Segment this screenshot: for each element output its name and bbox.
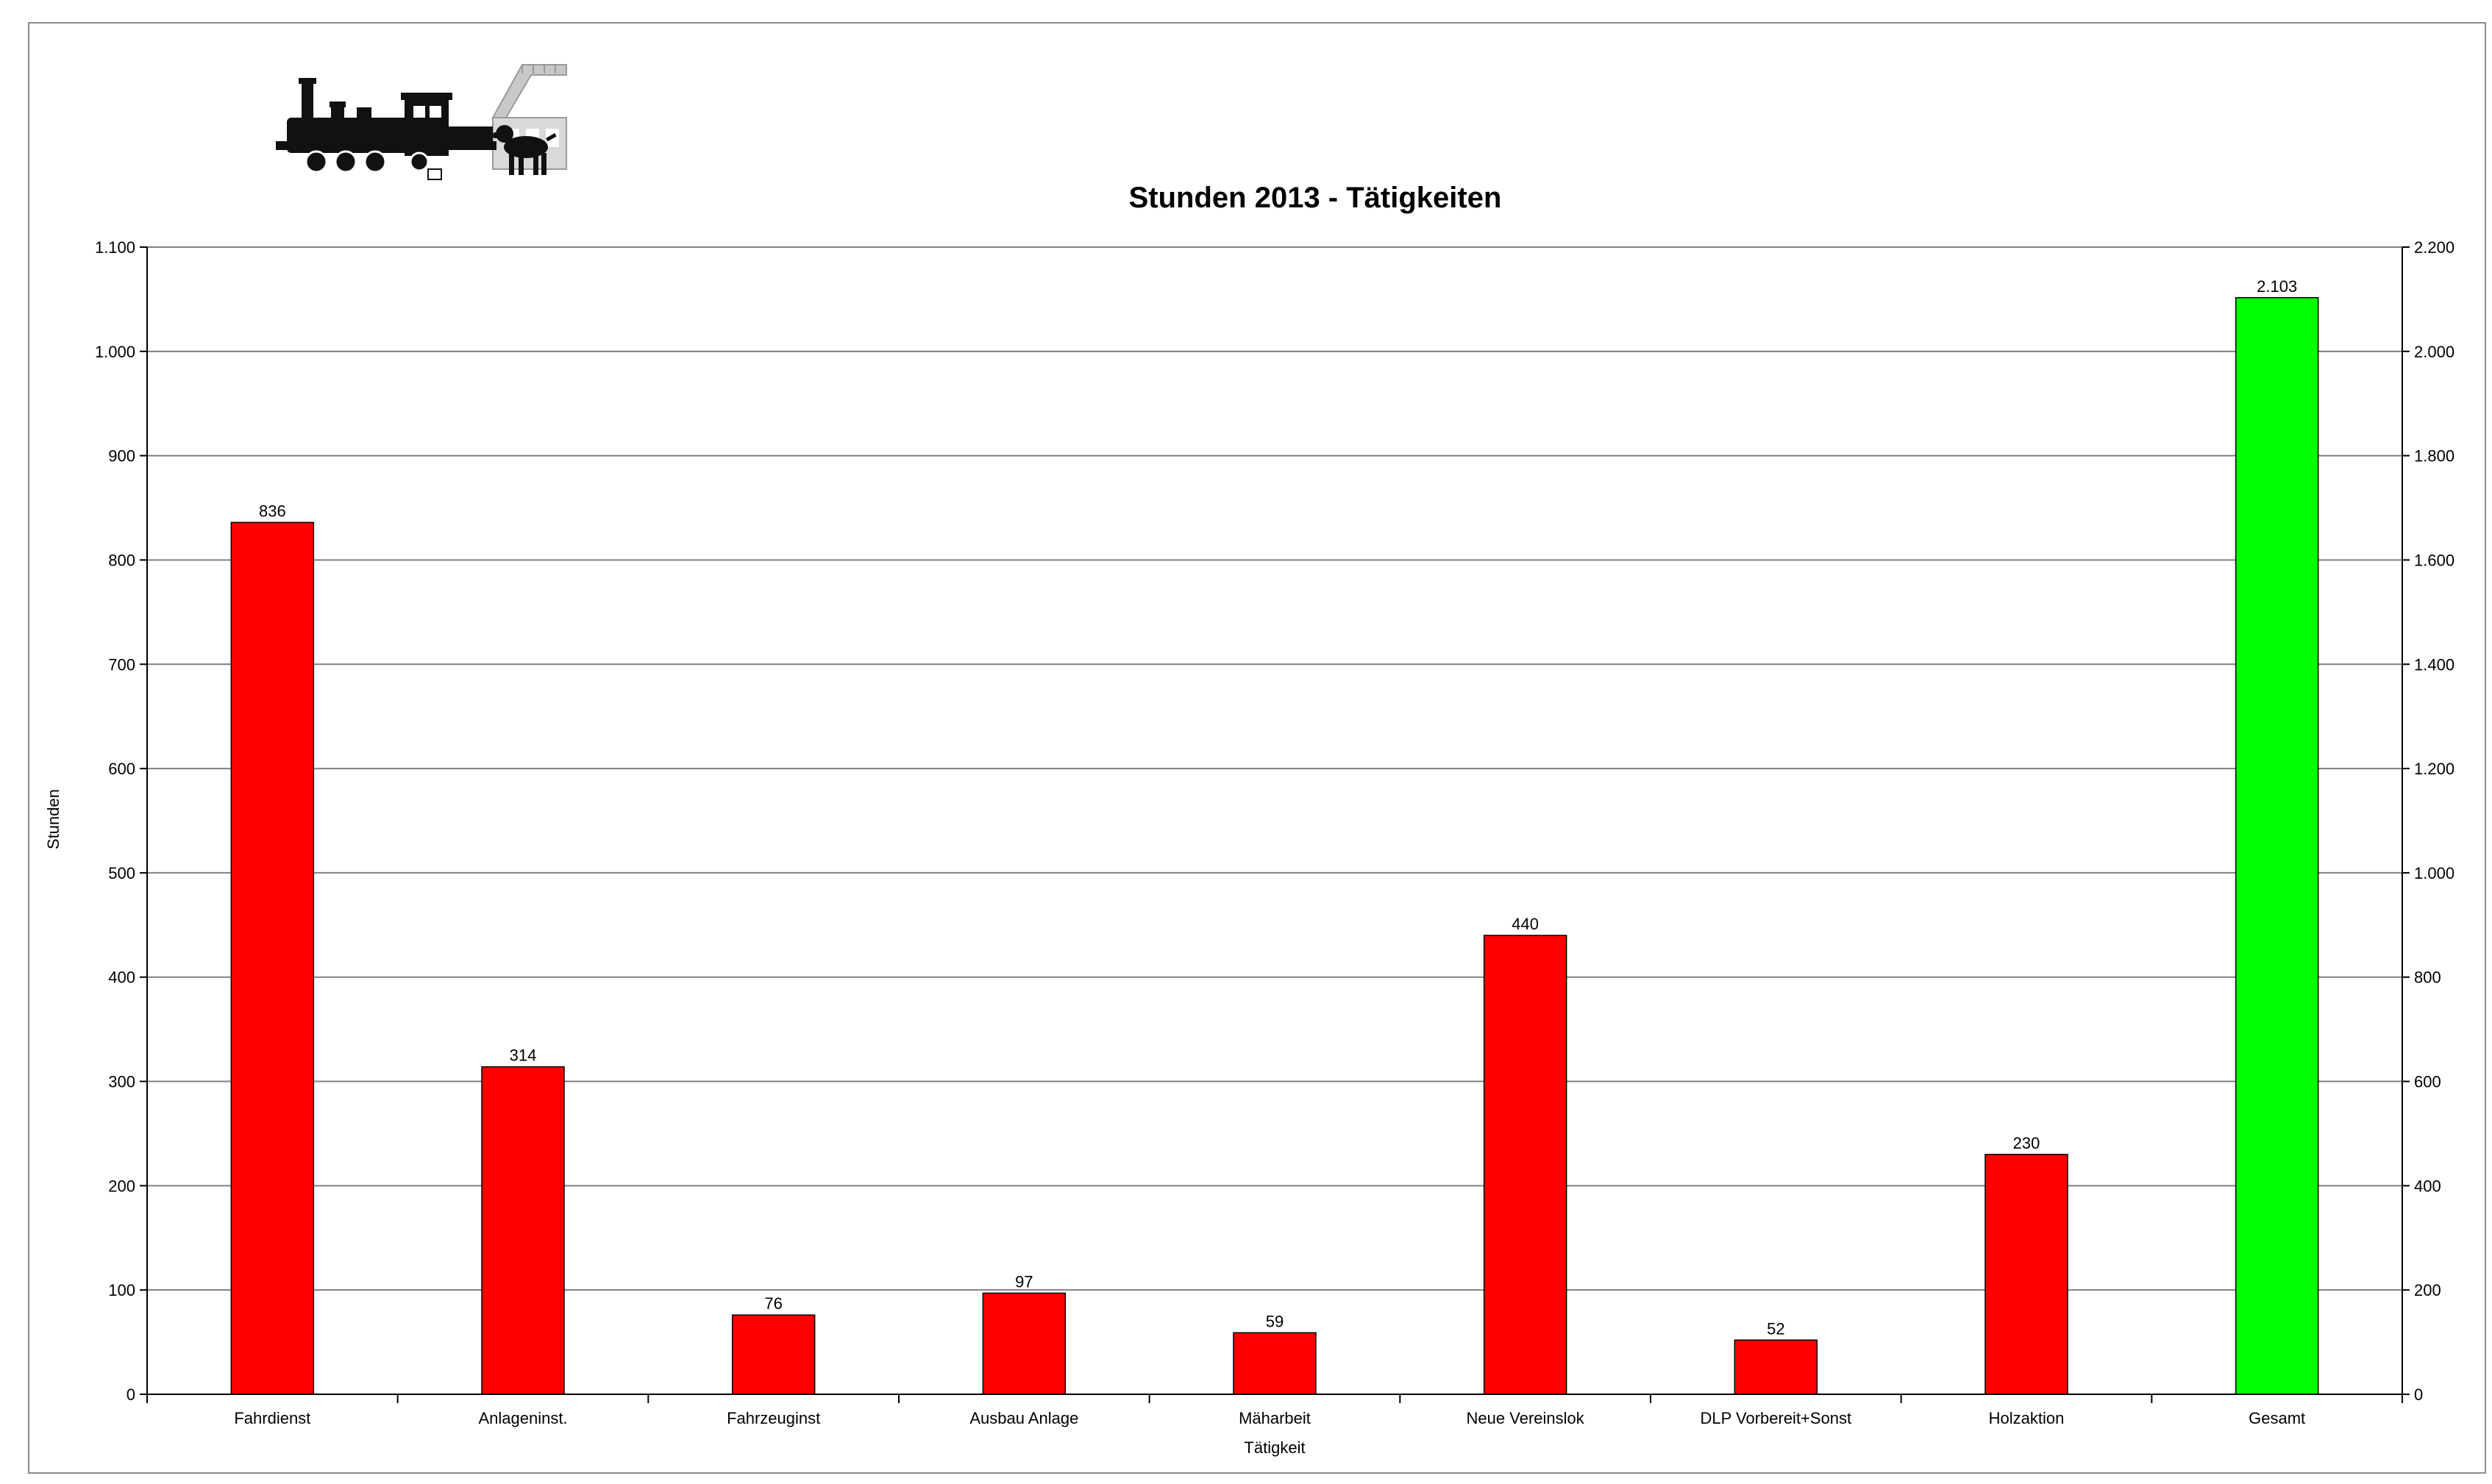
x-tick-label: Holzaktion [1989,1409,2065,1427]
y2-tick-label: 600 [2414,1073,2441,1091]
y2-tick-label: 1.400 [2414,655,2454,674]
steam-locomotive-and-dog-icon [276,64,567,180]
y-tick-label: 300 [108,1073,135,1091]
data-label: 2.103 [2257,277,2297,296]
bar [230,521,315,1395]
y2-tick-label: 0 [2414,1385,2423,1404]
y2-tick-label: 1.800 [2414,447,2454,465]
bar [982,1292,1067,1395]
data-label: 836 [259,502,286,520]
y-axis-label: Stunden [44,789,63,849]
bar [1734,1339,1818,1395]
x-tick-label: Mäharbeit [1239,1409,1311,1427]
x-tick-label: Fahrdienst [234,1409,310,1427]
y2-tick-label: 200 [2414,1281,2441,1299]
y-tick-label: 500 [108,864,135,882]
y-tick-label: 0 [127,1385,135,1404]
y-tick-label: 1.000 [95,343,135,361]
y-tick-label: 800 [108,551,135,569]
bar [481,1066,565,1395]
bar [731,1314,816,1395]
data-label: 76 [764,1294,782,1313]
x-tick-label: Fahrzeuginst [727,1409,820,1427]
x-tick-label: Neue Vereinslok [1467,1409,1585,1427]
x-axis-label: Tätigkeit [1244,1438,1305,1457]
y-tick-label: 900 [108,447,135,465]
y-tick-label: 600 [108,760,135,778]
data-label: 314 [510,1046,537,1065]
data-label: 440 [1512,915,1539,933]
chart-area [28,22,2486,1474]
y2-tick-label: 1.200 [2414,760,2454,778]
y-tick-label: 100 [108,1281,135,1299]
data-label: 59 [1266,1312,1284,1330]
data-label: 52 [1767,1319,1784,1338]
x-tick-label: Gesamt [2249,1409,2305,1427]
bar [2235,297,2319,1395]
y2-tick-label: 400 [2414,1177,2441,1195]
y2-tick-label: 1.600 [2414,551,2454,569]
y2-tick-label: 800 [2414,968,2441,987]
x-tick-label: DLP Vorbereit+Sonst [1700,1409,1851,1427]
data-label: 97 [1015,1272,1033,1291]
chart-title: Stunden 2013 - Tätigkeiten [1129,182,1502,214]
x-tick-label: Ausbau Anlage [969,1409,1078,1427]
data-label: 230 [2013,1134,2040,1152]
y-tick-label: 700 [108,655,135,674]
bar [1483,935,1567,1395]
bar [1984,1154,2068,1395]
bar [1233,1332,1317,1395]
y2-tick-label: 2.200 [2414,238,2454,257]
y2-tick-label: 1.000 [2414,864,2454,882]
y2-tick-label: 2.000 [2414,343,2454,361]
y-tick-label: 400 [108,968,135,987]
y-tick-label: 1.100 [95,238,135,257]
x-tick-label: Anlageninst. [478,1409,567,1427]
y-tick-label: 200 [108,1177,135,1195]
